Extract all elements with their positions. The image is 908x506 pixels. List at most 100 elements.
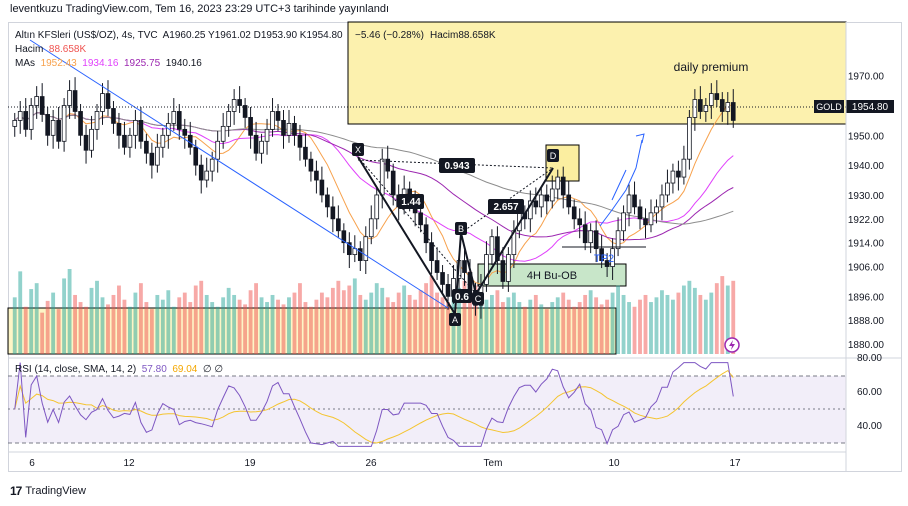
price-tick-label: 1880.00: [848, 340, 885, 351]
volume-legend-value: 88.658K: [48, 44, 87, 55]
volume-bar: [418, 290, 423, 354]
volume-bar: [171, 306, 176, 354]
price-tick-label: 1950.00: [848, 131, 885, 142]
brand-name: TradingView: [25, 485, 86, 497]
point-b-label: B: [458, 224, 464, 234]
candle-body: [692, 99, 698, 118]
volume-bar: [248, 290, 253, 354]
volume-bar: [605, 299, 610, 354]
volume-bar: [566, 299, 571, 354]
volume-bar: [720, 276, 725, 354]
projection-arrow: [599, 139, 643, 227]
volume-bars: [12, 269, 736, 354]
volume-bar: [533, 294, 538, 354]
point-c-label: C: [475, 294, 482, 304]
rsi-axis: 80.00 60.00 40.00: [857, 353, 882, 432]
volume-bar: [429, 276, 434, 354]
point-a: A: [449, 313, 461, 326]
volume-bar: [226, 287, 231, 354]
candles: [12, 77, 736, 319]
rsi-tick-label: 60.00: [857, 387, 882, 398]
candle-body: [681, 158, 687, 178]
candle-body: [643, 218, 648, 226]
volume-bar: [193, 285, 198, 354]
candle-body: [89, 128, 94, 151]
candle-body: [67, 90, 72, 106]
price-tick-label: 1970.00: [848, 72, 885, 83]
volume-bar: [95, 280, 99, 354]
point-d-label: D: [550, 151, 557, 161]
candle-body: [314, 170, 319, 181]
candle-body: [582, 224, 588, 244]
ratio-xd: 0.943: [439, 158, 475, 173]
volume-bar: [407, 294, 412, 354]
time-tick-label: 12: [123, 458, 135, 469]
candle-body: [292, 122, 297, 136]
volume-bar: [610, 292, 615, 354]
volume-bar: [325, 297, 330, 354]
candle-body: [423, 224, 429, 244]
volume-bar: [276, 299, 280, 354]
volume-bar: [358, 294, 363, 354]
candle-body: [83, 134, 89, 151]
volume-bar: [583, 294, 588, 354]
volume-bar: [396, 292, 401, 354]
volume-bar: [336, 280, 341, 354]
volume-bar: [599, 304, 604, 354]
price-axis[interactable]: 1970.001960.001950.001940.001930.001922.…: [848, 72, 885, 351]
brand[interactable]: 17 TradingView: [10, 484, 86, 498]
volume-bar: [188, 302, 193, 354]
volume-bar: [292, 292, 297, 354]
rsi-lines: [14, 362, 734, 447]
candle-body: [264, 128, 270, 142]
ma-value-1: 1952.43: [40, 58, 77, 69]
candle-body: [193, 146, 199, 166]
candle-body: [270, 111, 275, 130]
tp2-label: TP2: [594, 253, 614, 265]
volume-bar: [380, 287, 385, 354]
candle-body: [133, 120, 138, 136]
candle-body: [549, 188, 555, 202]
candle-body: [588, 230, 593, 244]
candle-body: [231, 99, 237, 112]
time-tick-label: 19: [244, 458, 256, 469]
candle-body: [665, 182, 670, 196]
volume-bar: [468, 271, 472, 354]
volume-bar: [495, 290, 500, 354]
volume-bar: [660, 290, 664, 354]
volume-bar: [572, 306, 577, 354]
candle-body: [127, 134, 133, 148]
candle-body: [341, 230, 347, 244]
price-tick-label: 1896.00: [848, 292, 885, 303]
candle-body: [708, 93, 714, 106]
candle-body: [204, 170, 210, 181]
price-tag-symbol: GOLD: [816, 102, 842, 112]
candle-body: [604, 260, 610, 267]
volume-bar: [676, 292, 681, 354]
tradingview-logo-icon: 17: [10, 484, 22, 498]
candle-body: [242, 105, 248, 118]
volume-bar: [12, 297, 17, 354]
volume-bar: [128, 306, 132, 354]
time-tick-label: 17: [729, 458, 741, 469]
last-price-tag: GOLD 1954.80: [814, 100, 894, 113]
volume-bar: [166, 290, 171, 354]
candle-body: [670, 170, 676, 184]
volume-bar: [265, 302, 269, 354]
volume-bar: [221, 297, 226, 354]
candle-body: [259, 140, 264, 154]
ratio-right-label: 2.657: [493, 202, 518, 213]
trend-line[interactable]: [29, 39, 449, 309]
volume-bar: [402, 285, 407, 354]
candle-body: [632, 194, 637, 208]
time-tick-label: 6: [29, 458, 35, 469]
candle-body: [319, 179, 325, 196]
time-axis[interactable]: 6 12 19 26 Tem 10 17: [29, 458, 741, 469]
rsi-sma-line: [14, 369, 734, 444]
rsi-sma-value: 69.04: [172, 364, 198, 375]
candle-body: [687, 117, 692, 160]
price-tick-label: 1922.00: [848, 215, 885, 226]
volume-bar: [544, 309, 549, 354]
volume-bar: [479, 292, 483, 354]
